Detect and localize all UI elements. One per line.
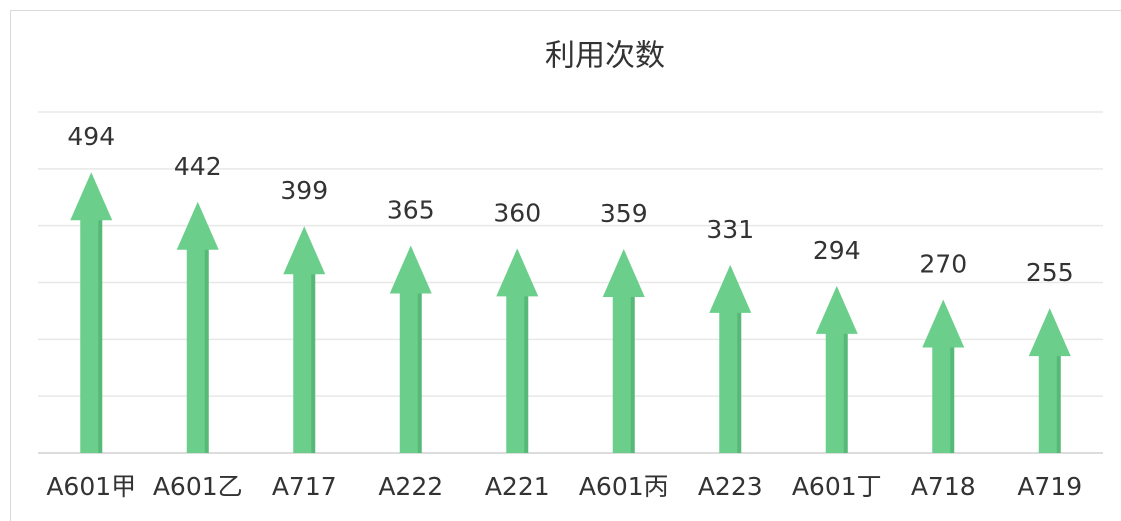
arrow-bar <box>709 264 752 453</box>
arrow-shade <box>843 333 848 453</box>
x-tick-label: A601乙 <box>153 472 243 501</box>
x-tick-label: A718 <box>911 472 976 501</box>
arrow-bar <box>922 299 965 453</box>
value-label: 399 <box>280 176 328 205</box>
x-tick-label: A221 <box>485 472 550 501</box>
value-label: 270 <box>919 250 967 279</box>
value-label: 494 <box>67 122 115 151</box>
value-label: 365 <box>387 196 435 225</box>
value-label: 331 <box>706 215 754 244</box>
x-tick-label: A601丁 <box>792 472 882 501</box>
arrow-shade <box>524 296 529 453</box>
arrow-bar <box>389 245 432 453</box>
value-label: 359 <box>600 199 648 228</box>
x-tick-label: A719 <box>1017 472 1082 501</box>
arrow-shade <box>98 220 103 453</box>
value-label: 442 <box>174 152 222 181</box>
x-tick-label: A717 <box>272 472 337 501</box>
value-label: 360 <box>493 198 541 227</box>
arrow-bar <box>283 226 326 453</box>
arrow-bar <box>70 172 113 453</box>
arrow-bar <box>815 285 858 453</box>
value-label: 255 <box>1026 258 1074 287</box>
arrow-shade <box>204 249 209 453</box>
x-tick-label: A223 <box>698 472 763 501</box>
x-tick-label: A601丙 <box>579 472 669 501</box>
arrow-bar <box>176 201 219 453</box>
x-tick-label: A601甲 <box>46 472 136 501</box>
arrow-shade <box>1056 356 1061 453</box>
value-label: 294 <box>813 236 861 265</box>
arrow-shade <box>630 296 635 453</box>
arrow-shade <box>417 293 422 453</box>
arrow-bar <box>496 248 539 453</box>
arrow-bar <box>1028 308 1071 453</box>
arrow-shade <box>950 347 955 453</box>
chart-title: 利用次数 <box>545 39 665 74</box>
arrow-shade <box>737 312 742 453</box>
arrow-shade <box>311 274 316 453</box>
arrow-bar <box>602 248 645 453</box>
x-tick-label: A222 <box>378 472 443 501</box>
